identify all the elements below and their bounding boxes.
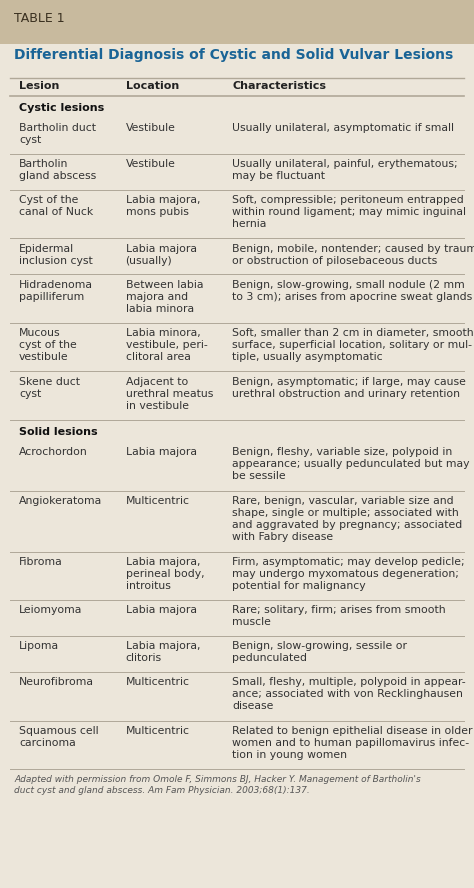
Text: Multicentric: Multicentric [126, 725, 190, 735]
Text: Multicentric: Multicentric [126, 496, 190, 505]
Text: Vestibule: Vestibule [126, 159, 175, 169]
Text: Lesion: Lesion [19, 81, 59, 91]
Text: Rare; solitary, firm; arises from smooth
muscle: Rare; solitary, firm; arises from smooth… [232, 605, 446, 627]
Text: Adapted with permission from Omole F, Simmons BJ, Hacker Y. Management of Bartho: Adapted with permission from Omole F, Si… [14, 775, 421, 795]
Text: Benign, mobile, nontender; caused by trauma
or obstruction of pilosebaceous duct: Benign, mobile, nontender; caused by tra… [232, 243, 474, 266]
Text: Location: Location [126, 81, 179, 91]
Text: Mucous
cyst of the
vestibule: Mucous cyst of the vestibule [19, 328, 77, 362]
Text: Benign, slow-growing, small nodule (2 mm
to 3 cm); arises from apocrine sweat gl: Benign, slow-growing, small nodule (2 mm… [232, 280, 473, 302]
FancyBboxPatch shape [0, 0, 474, 44]
Text: Labia majora,
mons pubis: Labia majora, mons pubis [126, 195, 200, 217]
Text: Acrochordon: Acrochordon [19, 447, 88, 457]
Text: Usually unilateral, painful, erythematous;
may be fluctuant: Usually unilateral, painful, erythematou… [232, 159, 458, 181]
Text: Squamous cell
carcinoma: Squamous cell carcinoma [19, 725, 99, 748]
Text: Multicentric: Multicentric [126, 677, 190, 687]
Text: Hidradenoma
papilliferum: Hidradenoma papilliferum [19, 280, 93, 302]
Text: Cyst of the
canal of Nuck: Cyst of the canal of Nuck [19, 195, 93, 217]
Text: Bartholin
gland abscess: Bartholin gland abscess [19, 159, 96, 181]
Text: Bartholin duct
cyst: Bartholin duct cyst [19, 123, 96, 145]
Text: Leiomyoma: Leiomyoma [19, 605, 82, 615]
Text: Solid lesions: Solid lesions [19, 427, 98, 437]
Text: Labia minora,
vestibule, peri-
clitoral area: Labia minora, vestibule, peri- clitoral … [126, 328, 207, 362]
Text: Adjacent to
urethral meatus
in vestibule: Adjacent to urethral meatus in vestibule [126, 377, 213, 410]
Text: Angiokeratoma: Angiokeratoma [19, 496, 102, 505]
Text: Labia majora,
perineal body,
introitus: Labia majora, perineal body, introitus [126, 557, 204, 591]
Text: Differential Diagnosis of Cystic and Solid Vulvar Lesions: Differential Diagnosis of Cystic and Sol… [14, 48, 453, 62]
Text: Soft, compressible; peritoneum entrapped
within round ligament; may mimic inguin: Soft, compressible; peritoneum entrapped… [232, 195, 466, 229]
Text: Labia majora: Labia majora [126, 605, 197, 615]
Text: Benign, fleshy, variable size, polypoid in
appearance; usually pedunculated but : Benign, fleshy, variable size, polypoid … [232, 447, 470, 481]
Text: Epidermal
inclusion cyst: Epidermal inclusion cyst [19, 243, 93, 266]
Text: Labia majora: Labia majora [126, 447, 197, 457]
Text: Related to benign epithelial disease in older
women and to human papillomavirus : Related to benign epithelial disease in … [232, 725, 473, 759]
Text: Between labia
majora and
labia minora: Between labia majora and labia minora [126, 280, 203, 313]
Text: Firm, asymptomatic; may develop pedicle;
may undergo myxomatous degeneration;
po: Firm, asymptomatic; may develop pedicle;… [232, 557, 465, 591]
Text: Benign, slow-growing, sessile or
pedunculated: Benign, slow-growing, sessile or peduncu… [232, 641, 407, 663]
Text: Cystic lesions: Cystic lesions [19, 103, 104, 113]
Text: Labia majora
(usually): Labia majora (usually) [126, 243, 197, 266]
Text: Rare, benign, vascular, variable size and
shape, single or multiple; associated : Rare, benign, vascular, variable size an… [232, 496, 463, 542]
Text: Lipoma: Lipoma [19, 641, 59, 651]
Text: Fibroma: Fibroma [19, 557, 63, 567]
Text: Usually unilateral, asymptomatic if small: Usually unilateral, asymptomatic if smal… [232, 123, 454, 133]
Text: Benign, asymptomatic; if large, may cause
urethral obstruction and urinary reten: Benign, asymptomatic; if large, may caus… [232, 377, 466, 399]
Text: Skene duct
cyst: Skene duct cyst [19, 377, 80, 399]
Text: Neurofibroma: Neurofibroma [19, 677, 94, 687]
Text: Small, fleshy, multiple, polypoid in appear-
ance; associated with von Recklingh: Small, fleshy, multiple, polypoid in app… [232, 677, 466, 711]
Text: Soft, smaller than 2 cm in diameter, smooth
surface, superficial location, solit: Soft, smaller than 2 cm in diameter, smo… [232, 328, 474, 362]
Text: Characteristics: Characteristics [232, 81, 326, 91]
Text: TABLE 1: TABLE 1 [14, 12, 64, 26]
Text: Vestibule: Vestibule [126, 123, 175, 133]
Text: Labia majora,
clitoris: Labia majora, clitoris [126, 641, 200, 663]
